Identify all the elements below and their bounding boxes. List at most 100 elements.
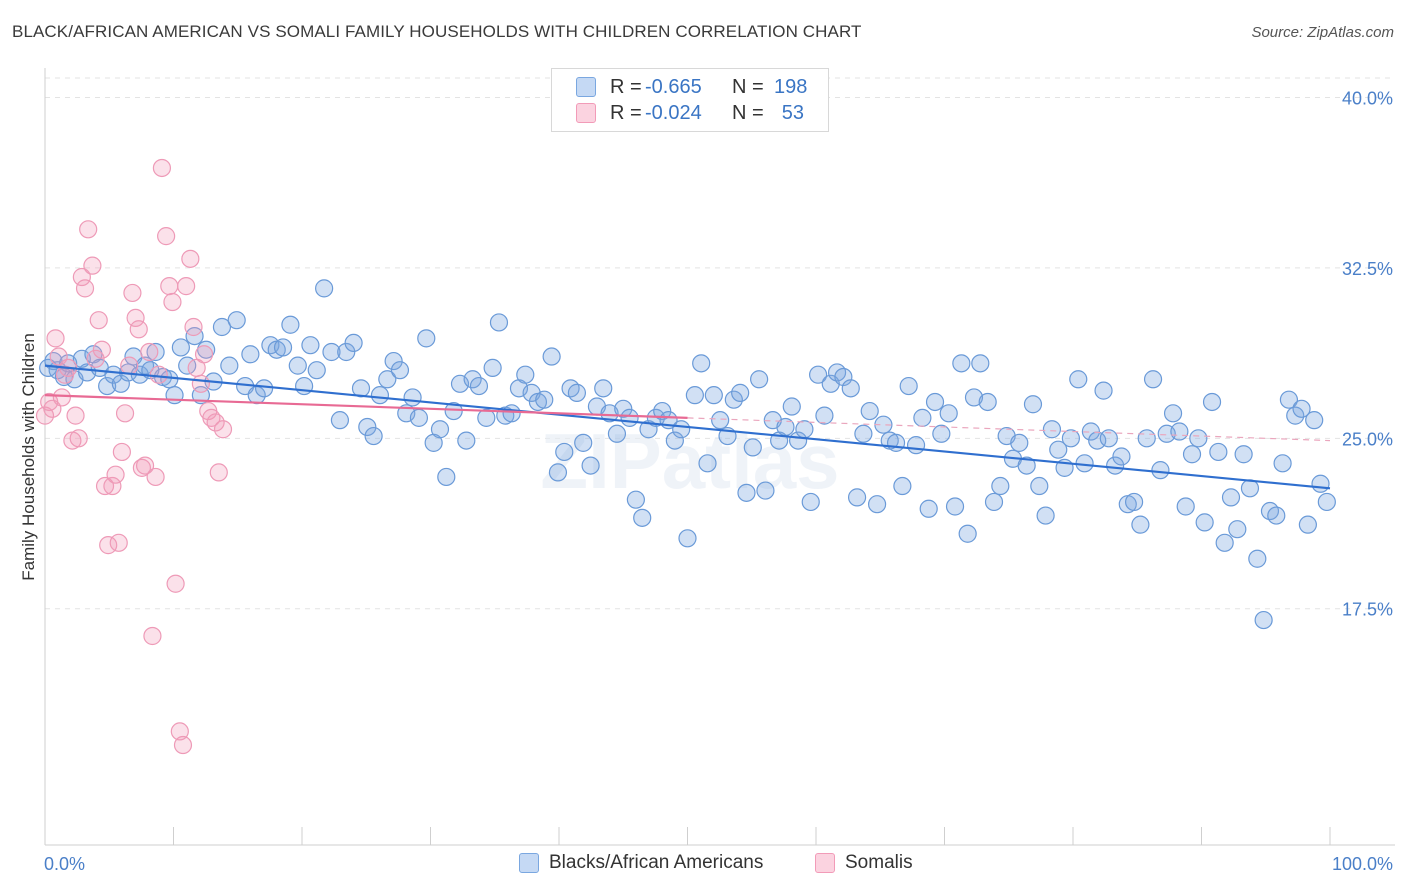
data-point-blacks: [581, 456, 600, 475]
data-point-blacks: [212, 317, 232, 337]
trend-lines: [44, 364, 1331, 490]
data-point-somalis: [120, 356, 139, 375]
data-point-blacks: [535, 390, 554, 409]
data-point-somalis: [194, 345, 214, 364]
data-point-blacks: [72, 349, 91, 368]
watermark: ZIPatlas: [540, 417, 839, 505]
trend-line-blacks: [44, 364, 1331, 490]
y-tick-label: 40.0%: [1342, 89, 1393, 109]
data-point-somalis: [52, 388, 71, 407]
data-point-blacks: [906, 436, 926, 455]
data-point-blacks: [1254, 610, 1273, 630]
data-point-blacks: [370, 386, 390, 405]
data-point-blacks: [1137, 429, 1156, 448]
data-point-blacks: [463, 370, 482, 389]
data-point-somalis: [160, 277, 179, 296]
data-point-blacks: [502, 404, 521, 423]
legend-item-somalis[interactable]: Somalis: [815, 852, 913, 874]
data-point-blacks: [893, 476, 912, 496]
x-tick-label: 100.0%: [1332, 854, 1393, 874]
stats-n-value: 53: [781, 101, 804, 124]
data-point-blacks: [1124, 492, 1144, 512]
data-point-somalis: [86, 349, 105, 368]
data-point-somalis: [173, 735, 193, 755]
data-point-blacks: [756, 481, 775, 500]
data-point-somalis: [69, 429, 88, 448]
data-point-blacks: [1267, 506, 1286, 525]
data-point-blacks: [307, 361, 326, 380]
data-point-somalis: [191, 374, 210, 393]
data-point-somalis: [129, 320, 148, 339]
data-point-blacks: [633, 508, 652, 527]
chart-title: BLACK/AFRICAN AMERICAN VS SOMALI FAMILY …: [12, 22, 862, 41]
data-point-somalis: [166, 574, 185, 593]
data-point-blacks: [607, 424, 627, 443]
data-point-blacks: [409, 408, 429, 427]
data-point-somalis: [46, 329, 65, 348]
data-point-blacks: [417, 329, 436, 348]
data-point-blacks: [698, 454, 717, 473]
stats-n-label: N =: [732, 75, 764, 98]
y-tick-label: 32.5%: [1342, 259, 1393, 279]
data-point-blacks: [1292, 399, 1311, 418]
data-point-blacks: [952, 354, 971, 373]
legend-label-somalis: Somalis: [845, 852, 913, 873]
data-point-blacks: [1317, 492, 1336, 512]
data-point-blacks: [254, 379, 274, 398]
data-point-blacks: [344, 333, 363, 353]
data-point-blacks: [273, 338, 293, 357]
data-point-blacks: [809, 365, 828, 384]
x-tick-label: 0.0%: [44, 854, 85, 874]
stats-r-value: -0.024: [645, 101, 702, 124]
data-point-somalis: [75, 279, 95, 298]
data-point-blacks: [403, 388, 422, 407]
data-point-blacks: [358, 417, 377, 437]
data-point-blacks: [1221, 488, 1241, 507]
stats-row-somalis: R = -0.024 N = 53: [552, 100, 828, 126]
data-point-somalis: [72, 267, 91, 287]
data-point-blacks: [964, 388, 984, 407]
data-point-blacks: [185, 326, 204, 346]
data-point-blacks: [731, 383, 750, 402]
data-point-blacks: [574, 433, 593, 452]
data-point-blacks: [1170, 422, 1189, 441]
data-point-blacks: [1017, 456, 1036, 475]
data-point-blacks: [614, 399, 633, 418]
data-point-blacks: [1151, 461, 1170, 480]
stats-r-label: R =: [610, 101, 642, 124]
data-point-blacks: [919, 499, 938, 518]
data-point-blacks: [1106, 456, 1125, 475]
data-point-blacks: [1094, 381, 1113, 400]
data-point-blacks: [469, 376, 489, 396]
data-point-somalis: [109, 533, 128, 552]
data-point-blacks: [620, 408, 639, 427]
data-point-blacks: [847, 488, 867, 507]
data-point-blacks: [548, 463, 568, 482]
data-point-blacks: [384, 351, 403, 371]
stats-swatch-blacks: [576, 77, 596, 97]
data-point-blacks: [639, 420, 658, 439]
data-point-blacks: [1042, 420, 1062, 439]
stats-r-label: R =: [610, 75, 642, 98]
data-point-blacks: [692, 354, 711, 373]
data-point-blacks: [1189, 429, 1208, 448]
data-point-somalis: [92, 340, 111, 359]
data-point-blacks: [665, 431, 684, 450]
data-point-blacks: [1228, 520, 1247, 539]
data-point-blacks: [330, 411, 350, 430]
stats-r-value: -0.665: [645, 75, 702, 98]
legend-item-blacks[interactable]: Blacks/African Americans: [519, 852, 763, 874]
trend-line-somalis-extension: [687, 417, 1331, 442]
data-point-blacks: [337, 342, 356, 362]
data-point-somalis: [146, 467, 165, 487]
data-point-somalis: [140, 342, 159, 362]
data-point-blacks: [390, 361, 410, 380]
data-point-blacks: [288, 356, 307, 375]
stats-n-label: N =: [732, 101, 764, 124]
data-point-blacks: [516, 365, 535, 384]
data-point-blacks: [437, 467, 456, 487]
data-point-blacks: [457, 431, 476, 450]
data-point-blacks: [815, 406, 834, 425]
data-point-blacks: [444, 401, 463, 421]
data-point-blacks: [1202, 392, 1222, 412]
